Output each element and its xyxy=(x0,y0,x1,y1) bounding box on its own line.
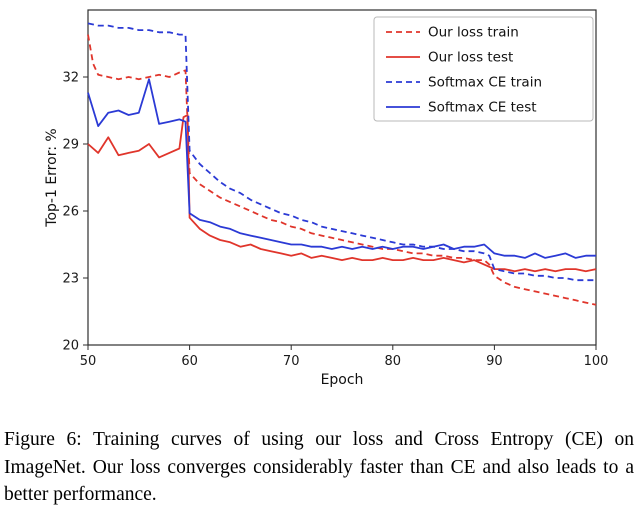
x-tick-label: 100 xyxy=(584,354,609,369)
y-tick-label: 29 xyxy=(62,138,79,153)
x-tick-label: 90 xyxy=(486,354,503,369)
legend-label-our-loss-train: Our loss train xyxy=(428,25,519,41)
series-line-our-loss-test xyxy=(87,114,597,273)
y-tick-label: 20 xyxy=(62,339,79,354)
legend-label-softmax-ce-train: Softmax CE train xyxy=(428,75,542,91)
figure-caption: Figure 6: Training curves of using our l… xyxy=(4,429,634,506)
y-tick-label: 26 xyxy=(62,205,79,220)
y-tick-label: 23 xyxy=(62,272,79,287)
training-curves-chart: 50 60 70 80 90 100 20 23 26 29 32 Epoch Top-1 Error:… xyxy=(44,9,609,388)
series-line-softmax-ce-train xyxy=(87,22,596,282)
legend-label-softmax-ce-test: Softmax CE test xyxy=(428,100,537,116)
legend-label-our-loss-test: Our loss test xyxy=(428,50,513,66)
y-tick-label: 32 xyxy=(62,71,79,86)
x-tick-label: 60 xyxy=(181,354,198,369)
y-axis-label: Top-1 Error: % xyxy=(44,128,60,227)
legend-box xyxy=(373,16,594,122)
series-line-softmax-ce-test xyxy=(87,78,596,259)
x-axis-label: Epoch xyxy=(321,372,364,388)
series-line-our-loss-train xyxy=(87,34,597,306)
x-tick-label: 80 xyxy=(385,354,402,369)
x-tick-label: 50 xyxy=(80,354,97,369)
chart-svg: 50 60 70 80 90 100 20 23 26 29 32 Epoch Top-1 Error:… xyxy=(44,9,609,388)
x-tick-label: 70 xyxy=(283,354,300,369)
